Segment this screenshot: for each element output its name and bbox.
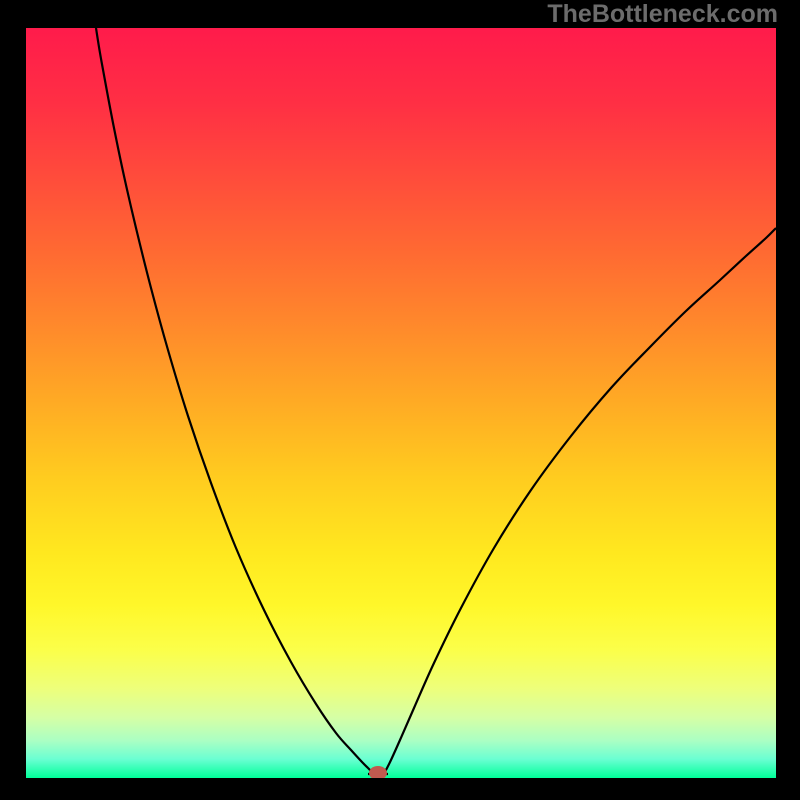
watermark-text: TheBottleneck.com [547,2,778,27]
optimum-marker [369,766,387,778]
curve-left [96,28,375,774]
curve-right [384,228,776,774]
chart-container: TheBottleneck.com [0,0,800,800]
plot-area [26,28,776,778]
curve-layer [26,28,776,778]
